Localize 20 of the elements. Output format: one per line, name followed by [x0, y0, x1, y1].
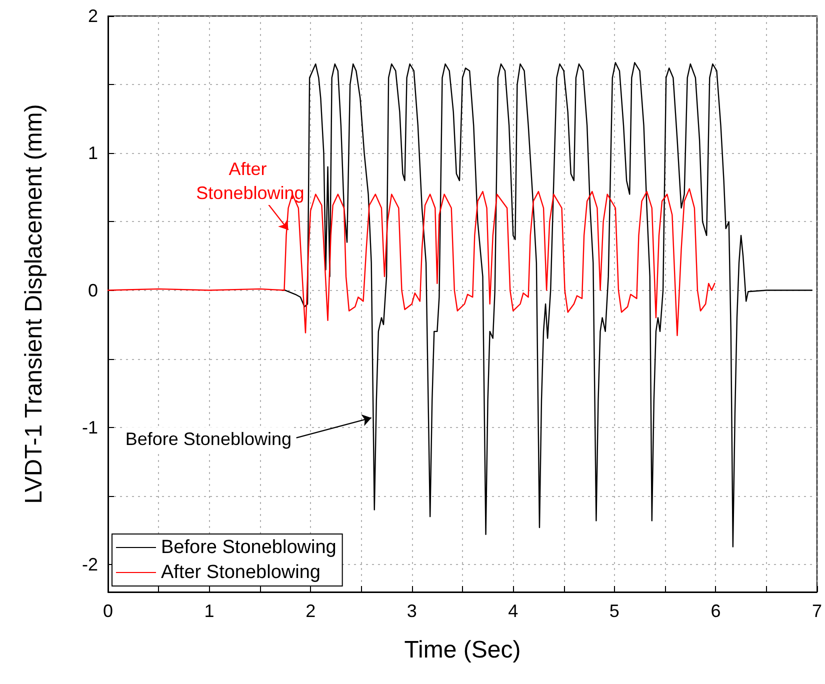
x-tick-label: 1 — [204, 601, 214, 621]
x-tick-label: 2 — [306, 601, 316, 621]
y-tick-label: 1 — [88, 143, 98, 164]
y-tick-label: -2 — [82, 554, 98, 575]
x-tick-label: 5 — [609, 601, 620, 621]
x-tick-label: 6 — [710, 601, 721, 621]
x-tick-label: 0 — [102, 601, 114, 621]
line-series — [107, 188, 716, 336]
y-tick-label: 2 — [88, 6, 98, 26]
y-tick-label: -1 — [82, 417, 98, 438]
annotation: Before Stoneblowing — [125, 429, 292, 450]
x-tick-label: 4 — [508, 601, 518, 621]
legend-label: After Stoneblowing — [161, 562, 320, 583]
x-tick-label: 7 — [812, 601, 822, 621]
annotation: After Stoneblowing — [196, 158, 304, 203]
legend-label: Before Stoneblowing — [161, 537, 336, 558]
y-axis-title: LVDT-1 Transient Displacement (mm) — [20, 104, 48, 504]
x-tick-label: 3 — [406, 601, 417, 621]
y-tick-label: 0 — [88, 280, 98, 300]
x-axis-title: Time (Sec) — [404, 636, 521, 664]
